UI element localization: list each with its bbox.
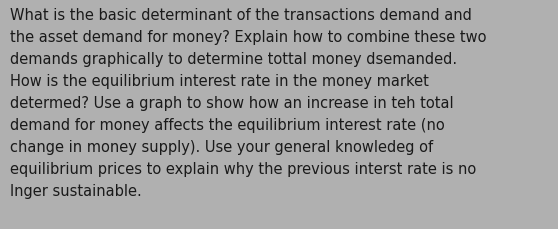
Text: What is the basic determinant of the transactions demand and
the asset demand fo: What is the basic determinant of the tra…: [10, 8, 487, 198]
